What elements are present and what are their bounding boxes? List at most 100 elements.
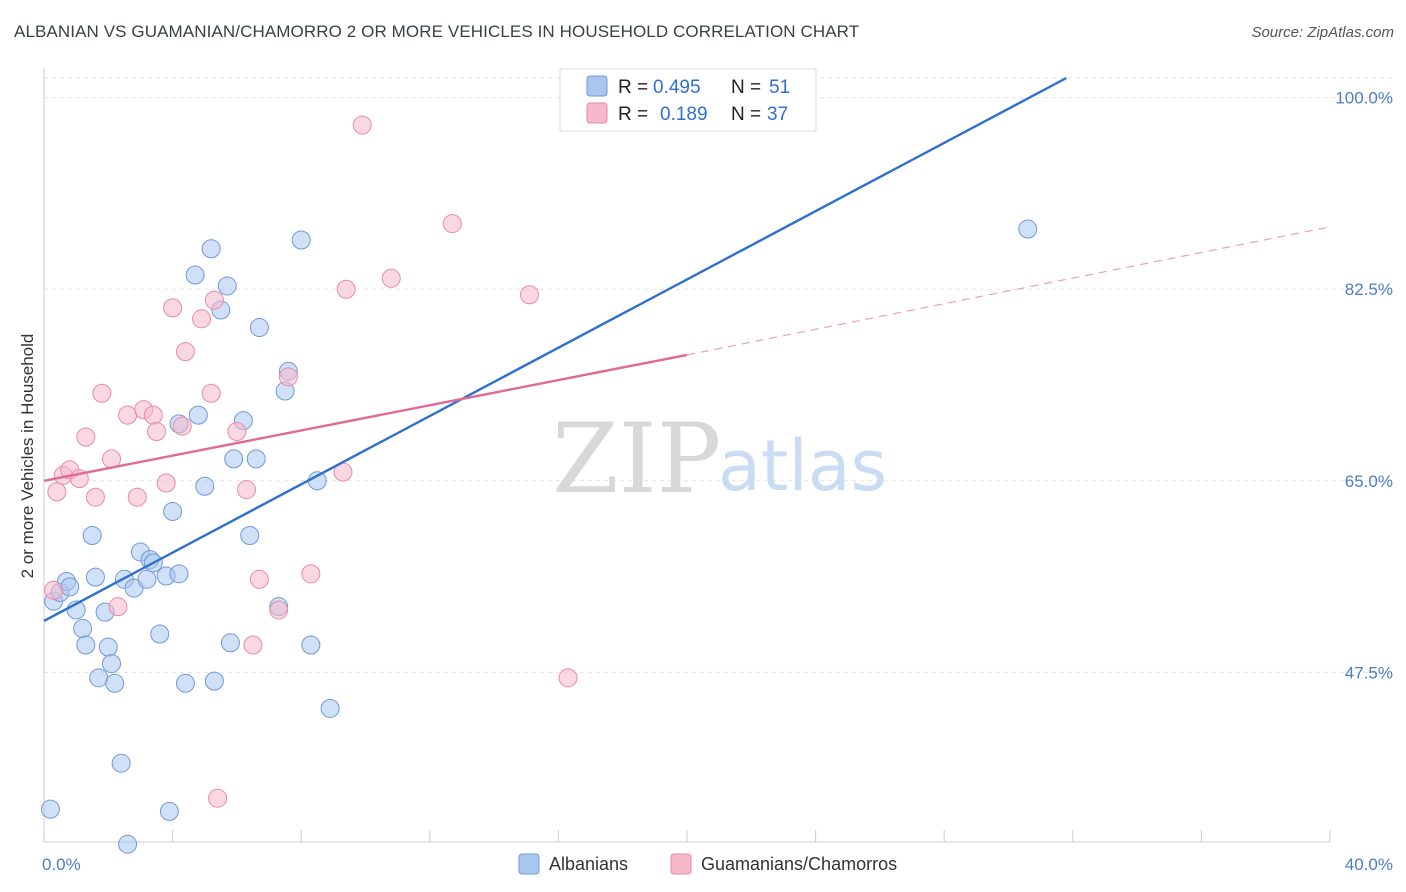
point-guamanians-13 [143,405,163,425]
point-guamanians-0 [44,580,64,600]
point-albanians-35 [224,449,244,469]
point-guamanians-5 [76,427,96,447]
point-albanians-18 [137,569,157,589]
legend-n-value-2: 37 [767,104,788,125]
point-guamanians-20 [201,383,221,403]
bottom-legend-swatch-albanians [518,853,540,875]
legend-n-label-1: N = [731,77,761,98]
source-credit: Source: ZipAtlas.com [1251,24,1394,41]
point-albanians-23 [159,801,179,821]
point-guamanians-29 [301,564,321,584]
point-albanians-7 [82,526,102,546]
x-tick-label-0: 0.0% [42,855,81,874]
point-albanians-27 [185,265,205,285]
point-guamanians-27 [269,600,289,620]
point-guamanians-33 [381,268,401,288]
point-albanians-12 [105,673,125,693]
legend-n-value-1: 51 [769,77,790,98]
point-albanians-46 [320,698,340,718]
point-guamanians-15 [156,473,176,493]
legend-r-value-2: 0.189 [660,104,708,125]
point-albanians-5 [73,619,93,639]
point-albanians-25 [169,564,189,584]
point-guamanians-25 [243,635,263,655]
point-guamanians-21 [204,290,224,310]
bottom-legend-label-albanians: Albanians [549,854,628,874]
chart-title: ALBANIAN VS GUAMANIAN/CHAMORRO 2 OR MORE… [14,22,860,41]
point-albanians-10 [98,637,118,657]
x-tick-labels: 0.0% 40.0% [42,855,1393,874]
point-guamanians-32 [352,115,372,135]
trend-line-guamanians [43,353,688,482]
point-guamanians-10 [118,405,138,425]
watermark-zip: ZIP [552,403,721,515]
point-guamanians-14 [147,422,167,442]
point-guamanians-26 [249,569,269,589]
legend-r-label-2: R = [618,104,648,125]
point-albanians-31 [204,671,224,691]
legend-box: R = 0.495 N = 51 R = 0.189 N = 37 [559,68,817,132]
point-guamanians-6 [85,487,105,507]
point-guamanians-28 [278,367,298,387]
point-guamanians-11 [127,487,147,507]
point-albanians-43 [291,230,311,250]
point-guamanians-19 [192,309,212,329]
point-albanians-3 [60,577,80,597]
legend-r-label-1: R = [618,77,648,98]
legend-swatch-guamanians [586,102,608,124]
point-albanians-48 [40,799,60,819]
point-albanians-6 [76,635,96,655]
point-albanians-21 [150,624,170,644]
point-albanians-9 [89,668,109,688]
point-albanians-38 [246,449,266,469]
trend-ext-guamanians [686,226,1331,356]
point-guamanians-16 [163,298,183,318]
point-albanians-26 [175,673,195,693]
point-guamanians-35 [519,285,539,305]
point-albanians-33 [217,276,237,296]
y-tick-label-2: 65.0% [1345,472,1393,491]
point-guamanians-23 [227,422,247,442]
point-guamanians-18 [175,342,195,362]
point-albanians-29 [195,476,215,496]
point-albanians-34 [220,633,240,653]
point-albanians-24 [163,501,183,521]
legend-n-label-2: N = [731,104,761,125]
point-albanians-37 [240,526,260,546]
point-albanians-30 [201,239,221,259]
point-albanians-28 [188,405,208,425]
point-guamanians-34 [442,214,462,234]
point-guamanians-36 [558,668,578,688]
bottom-legend-label-guamanians: Guamanians/Chamorros [701,854,897,874]
y-tick-label-1: 82.5% [1345,280,1393,299]
axes [43,68,1331,843]
point-albanians-44 [301,635,321,655]
legend-r-value-1: 0.495 [653,77,701,98]
point-guamanians-31 [336,279,356,299]
point-guamanians-22 [208,788,228,808]
x-tick-label-1: 40.0% [1345,855,1393,874]
point-albanians-47 [1018,219,1038,239]
point-guamanians-9 [108,597,128,617]
trend-line-albanians [43,76,1067,622]
point-albanians-8 [85,567,105,587]
watermark-atlas: atlas [718,425,887,507]
point-guamanians-1 [47,482,67,502]
y-axis-label: 2 or more Vehicles in Household [18,334,37,579]
point-albanians-11 [102,654,122,674]
bottom-legend: Albanians Guamanians/Chamorros [518,853,897,875]
trend-lines [43,76,1331,622]
point-albanians-15 [118,834,138,854]
y-tick-label-3: 47.5% [1345,663,1393,682]
y-tick-labels: 100.0% 82.5% 65.0% 47.5% [1335,89,1393,683]
bottom-legend-swatch-guamanians [670,853,692,875]
legend-swatch-albanians [586,75,608,97]
point-guamanians-24 [237,480,257,500]
point-albanians-39 [249,318,269,338]
y-tick-label-0: 100.0% [1335,89,1393,108]
point-albanians-13 [111,753,131,773]
grid-lines [44,77,1392,673]
point-guamanians-17 [172,416,192,436]
data-points [40,115,1038,854]
